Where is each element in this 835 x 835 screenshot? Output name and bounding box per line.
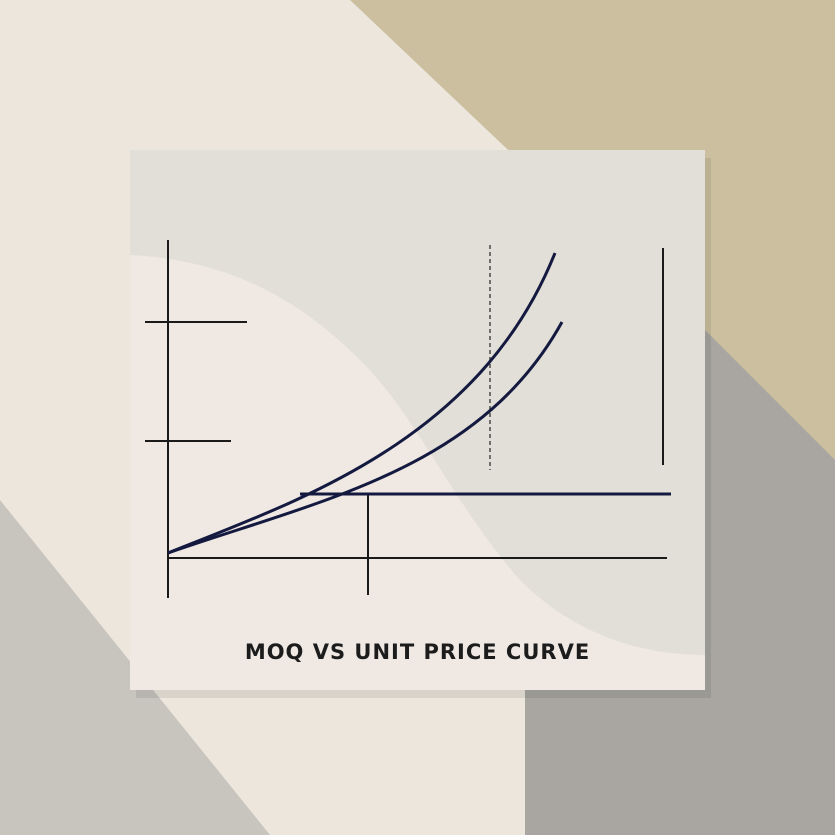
- lower-curve: [167, 321, 564, 555]
- upper-curve: [167, 252, 557, 555]
- chart-title: MOQ VS UNIT PRICE CURVE: [244, 640, 591, 664]
- grey-panel: [525, 330, 835, 835]
- chart-card: [130, 150, 705, 690]
- card-blob: [130, 255, 705, 690]
- chart-drawing: [145, 240, 671, 598]
